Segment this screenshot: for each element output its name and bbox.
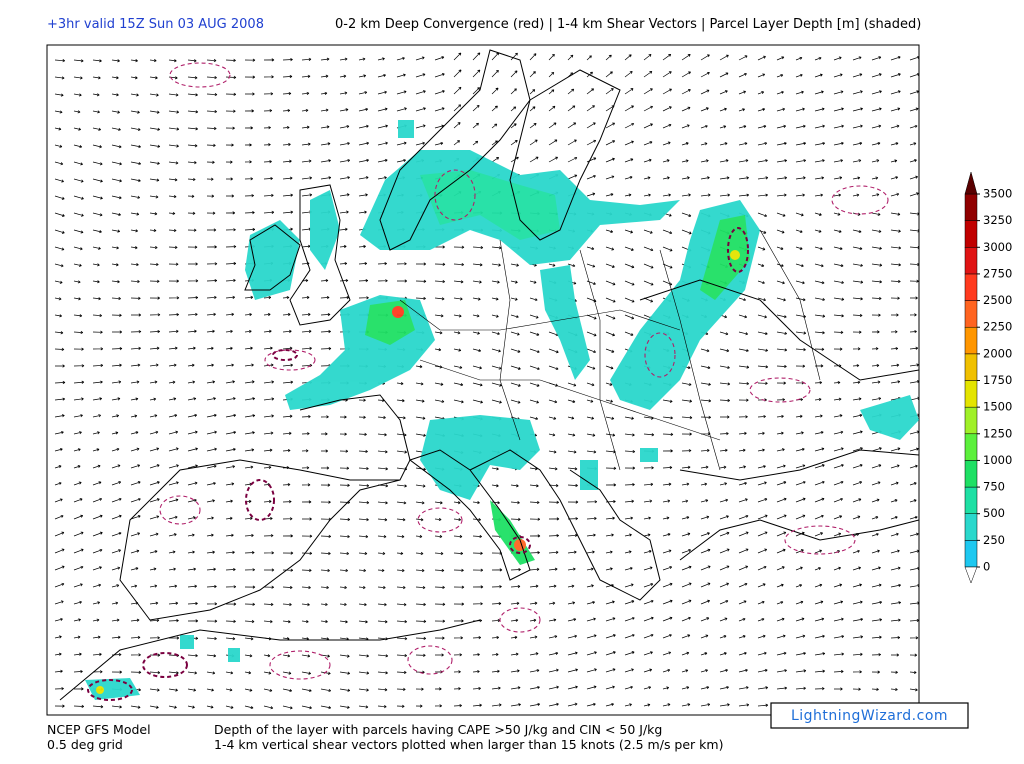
colorbar-swatch (964, 273, 978, 301)
colorbar-label: 500 (983, 506, 1005, 520)
colorbar-top-arrow (964, 171, 978, 195)
caption-line: 1-4 km vertical shear vectors plotted wh… (214, 737, 723, 752)
colorbar-swatch (964, 193, 978, 221)
colorbar-label: 3250 (983, 213, 1012, 227)
colorbar-swatch (964, 433, 978, 461)
coastlines (59, 49, 919, 701)
colorbar-bottom-arrow (964, 566, 978, 584)
colorbar-label: 1250 (983, 426, 1012, 440)
colorbar-label: 1500 (983, 400, 1012, 414)
colorbar-label: 0 (983, 560, 990, 574)
colorbar-swatch (964, 460, 978, 488)
colorbar-label: 2000 (983, 346, 1012, 360)
colorbar-swatch (964, 247, 978, 275)
model-label: NCEP GFS Model (47, 722, 151, 737)
colorbar-swatch (964, 406, 978, 435)
colorbar-swatch (964, 540, 978, 568)
shading (85, 120, 919, 700)
colorbar-label: 2500 (983, 293, 1012, 307)
colorbar-label: 750 (983, 480, 1005, 494)
colorbar: 0 250 500 750 1000 1250 1500 1750 2000 2250 2500 27… (964, 171, 1012, 584)
colorbar-label: 3000 (983, 240, 1012, 254)
colorbar-swatch (964, 220, 978, 248)
title: 0-2 km Deep Convergence (red) | 1-4 km S… (335, 17, 921, 32)
logo: LightningWizard.com (791, 708, 948, 724)
colorbar-swatch (964, 353, 978, 381)
grid-label: 0.5 deg grid (47, 737, 123, 752)
borders (399, 229, 821, 471)
run-label: +3hr valid 15Z Sun 03 AUG 2008 (47, 17, 264, 32)
colorbar-label: 2250 (983, 320, 1012, 334)
colorbar-swatch (964, 486, 978, 514)
convergence-contours (87, 62, 889, 701)
colorbar-label: 1000 (983, 453, 1012, 467)
colorbar-swatch (964, 300, 978, 328)
logo-box (770, 702, 969, 729)
colorbar-swatch (964, 513, 978, 541)
colorbar-label: 250 (983, 533, 1005, 547)
map (46, 44, 920, 716)
colorbar-swatch (964, 326, 978, 355)
caption-line: Depth of the layer with parcels having C… (214, 722, 662, 737)
colorbar-label: 2750 (983, 266, 1012, 280)
colorbar-label: 3500 (983, 187, 1012, 201)
colorbar-label: 1750 (983, 373, 1012, 387)
colorbar-swatch (964, 380, 978, 408)
